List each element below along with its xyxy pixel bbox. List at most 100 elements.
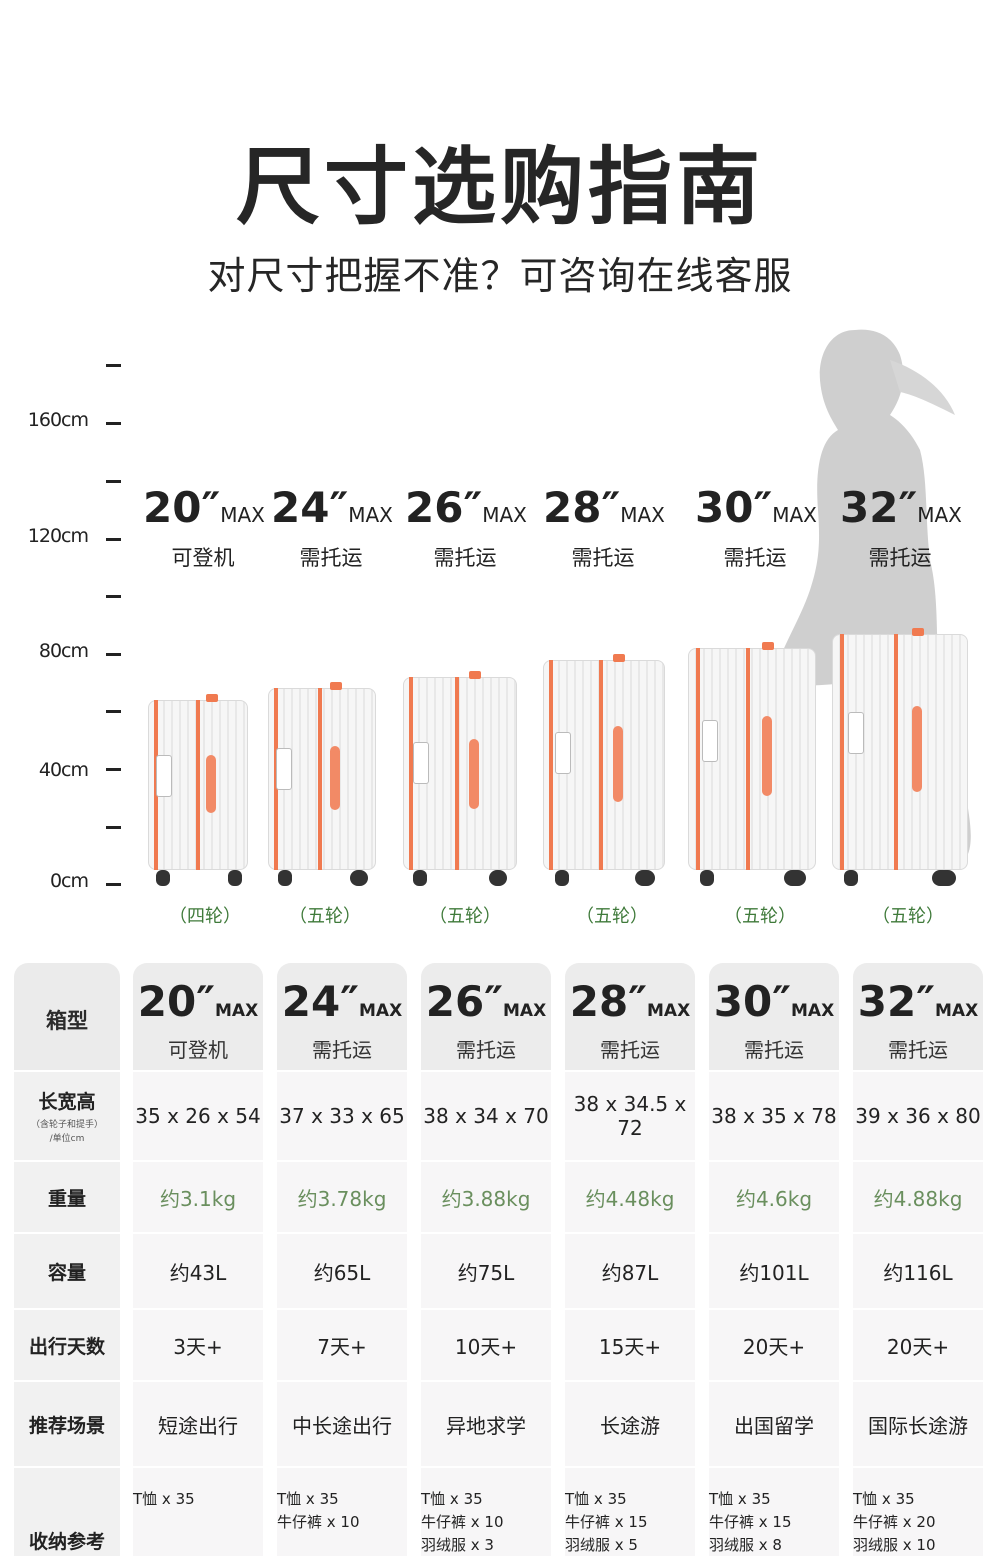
row-label-scene: 推荐场景 bbox=[14, 1380, 120, 1466]
cell-days: 3天+ bbox=[133, 1308, 263, 1380]
cell-weight: 约4.88kg bbox=[853, 1160, 983, 1232]
case-size: 32″ bbox=[840, 483, 918, 532]
suitcase-26-image bbox=[403, 671, 517, 886]
case-max: MAX bbox=[348, 503, 393, 527]
table-column-26: 26″MAX 需托运 38 x 34 x 70 约3.88kg 约75L 10天+… bbox=[421, 963, 551, 1556]
cell-weight: 约4.48kg bbox=[565, 1160, 695, 1232]
cell-storage: T恤 x 35 bbox=[133, 1490, 195, 1508]
cell-storage: 牛仔裤 x 20 bbox=[853, 1513, 936, 1531]
cell-scene: 长途游 bbox=[565, 1380, 695, 1466]
case-max: MAX bbox=[220, 503, 265, 527]
table-column-28: 28″MAX 需托运 38 x 34.5 x 72 约4.48kg 约87L 15… bbox=[565, 963, 695, 1556]
row-label-days: 出行天数 bbox=[14, 1308, 120, 1380]
ruler-label: 40cm bbox=[38, 759, 89, 781]
cell-storage: T恤 x 35 bbox=[709, 1490, 771, 1508]
case-note: 需托运 bbox=[299, 546, 363, 570]
cell-capacity: 约116L bbox=[853, 1232, 983, 1308]
col-max: MAX bbox=[935, 1001, 979, 1021]
ruler-tick bbox=[106, 710, 121, 713]
cell-dims: 38 x 35 x 78 bbox=[709, 1070, 839, 1160]
cell-scene: 异地求学 bbox=[421, 1380, 551, 1466]
ruler-label: 0cm bbox=[49, 870, 89, 892]
cell-scene: 国际长途游 bbox=[853, 1380, 983, 1466]
page-title: 尺寸选购指南 bbox=[235, 138, 764, 236]
table-column-30: 30″MAX 需托运 38 x 35 x 78 约4.6kg 约101L 20天+… bbox=[709, 963, 839, 1556]
col-size: 28″ bbox=[569, 977, 648, 1026]
col-size: 26″ bbox=[425, 977, 504, 1026]
cell-storage: 牛仔裤 x 15 bbox=[565, 1513, 648, 1531]
ruler-tick bbox=[106, 480, 121, 483]
wheels-label: （五轮） bbox=[724, 906, 796, 927]
ruler-label: 80cm bbox=[38, 640, 89, 662]
cell-dims: 39 x 36 x 80 bbox=[853, 1070, 983, 1160]
row-label-model: 箱型 bbox=[14, 963, 120, 1070]
case-max: MAX bbox=[482, 503, 527, 527]
ruler-tick bbox=[106, 538, 121, 541]
ruler-label: 120cm bbox=[27, 525, 89, 547]
ruler-tick bbox=[106, 595, 121, 598]
cell-storage: 羽绒服 x 8 bbox=[709, 1536, 782, 1554]
row-label-storage: 收纳参考 bbox=[14, 1466, 120, 1556]
cell-days: 20天+ bbox=[853, 1308, 983, 1380]
cell-storage: 牛仔裤 x 15 bbox=[709, 1513, 792, 1531]
case-note: 需托运 bbox=[571, 546, 635, 570]
col-note: 需托运 bbox=[600, 1038, 660, 1062]
col-note: 需托运 bbox=[456, 1038, 516, 1062]
cell-scene: 出国留学 bbox=[709, 1380, 839, 1466]
case-max: MAX bbox=[620, 503, 665, 527]
cell-storage: 牛仔裤 x 10 bbox=[277, 1513, 360, 1531]
suitcase-30-image bbox=[688, 642, 816, 886]
page-subtitle: 对尺寸把握不准？可咨询在线客服 bbox=[207, 254, 793, 298]
cell-capacity: 约43L bbox=[133, 1232, 263, 1308]
case-header-28: 28″MAX 需托运 bbox=[543, 487, 665, 572]
cell-storage: 羽绒服 x 5 bbox=[565, 1536, 638, 1554]
col-size: 24″ bbox=[281, 977, 360, 1026]
cell-storage: 牛仔裤 x 10 bbox=[421, 1513, 504, 1531]
col-max: MAX bbox=[791, 1001, 835, 1021]
col-size: 30″ bbox=[713, 977, 792, 1026]
table-column-24: 24″MAX 需托运 37 x 33 x 65 约3.78kg 约65L 7天+ … bbox=[277, 963, 407, 1556]
cell-scene: 短途出行 bbox=[133, 1380, 263, 1466]
case-note: 需托运 bbox=[723, 546, 787, 570]
cell-storage: T恤 x 35 bbox=[565, 1490, 627, 1508]
row-label-dims: 长宽高 bbox=[38, 1090, 96, 1113]
cell-dims: 37 x 33 x 65 bbox=[277, 1070, 407, 1160]
ruler-tick bbox=[106, 364, 121, 367]
ruler-tick bbox=[106, 826, 121, 829]
cell-days: 15天+ bbox=[565, 1308, 695, 1380]
case-note: 需托运 bbox=[433, 546, 497, 570]
cell-weight: 约3.78kg bbox=[277, 1160, 407, 1232]
case-header-26: 26″MAX 需托运 bbox=[405, 487, 527, 572]
ruler-tick bbox=[106, 883, 121, 886]
col-note: 可登机 bbox=[168, 1038, 228, 1062]
cell-storage: T恤 x 35 bbox=[421, 1490, 483, 1508]
case-header-30: 30″MAX 需托运 bbox=[695, 487, 817, 572]
suitcase-28-image bbox=[543, 654, 665, 886]
row-label-capacity: 容量 bbox=[14, 1232, 120, 1308]
table-column-32: 32″MAX 需托运 39 x 36 x 80 约4.88kg 约116L 20天… bbox=[853, 963, 983, 1556]
case-header-20: 20″MAX 可登机 bbox=[143, 487, 265, 572]
height-ruler: 160cm 120cm 80cm 40cm 0cm bbox=[0, 0, 130, 900]
ruler-tick bbox=[106, 422, 121, 425]
col-size: 32″ bbox=[857, 977, 936, 1026]
row-label-dims-unit: /单位cm bbox=[49, 1133, 85, 1144]
cell-days: 20天+ bbox=[709, 1308, 839, 1380]
ruler-tick bbox=[106, 768, 121, 771]
ruler-tick bbox=[106, 653, 121, 656]
case-max: MAX bbox=[917, 503, 962, 527]
wheels-label: （五轮） bbox=[872, 906, 944, 927]
cell-weight: 约3.1kg bbox=[133, 1160, 263, 1232]
cell-dims: 38 x 34 x 70 bbox=[421, 1070, 551, 1160]
wheels-label: （五轮） bbox=[429, 906, 501, 927]
col-note: 需托运 bbox=[312, 1038, 372, 1062]
cell-storage: 羽绒服 x 3 bbox=[421, 1536, 494, 1554]
col-max: MAX bbox=[215, 1001, 259, 1021]
case-header-32: 32″MAX 需托运 bbox=[840, 487, 962, 572]
col-size: 20″ bbox=[137, 977, 216, 1026]
case-size: 28″ bbox=[543, 483, 621, 532]
wheels-label: （五轮） bbox=[289, 906, 361, 927]
case-max: MAX bbox=[772, 503, 817, 527]
row-label-weight: 重量 bbox=[14, 1160, 120, 1232]
case-size: 20″ bbox=[143, 483, 221, 532]
table-label-column: 箱型 长宽高 （含轮子和提手） /单位cm 重量 容量 出行天数 推荐场景 收纳… bbox=[14, 963, 120, 1556]
